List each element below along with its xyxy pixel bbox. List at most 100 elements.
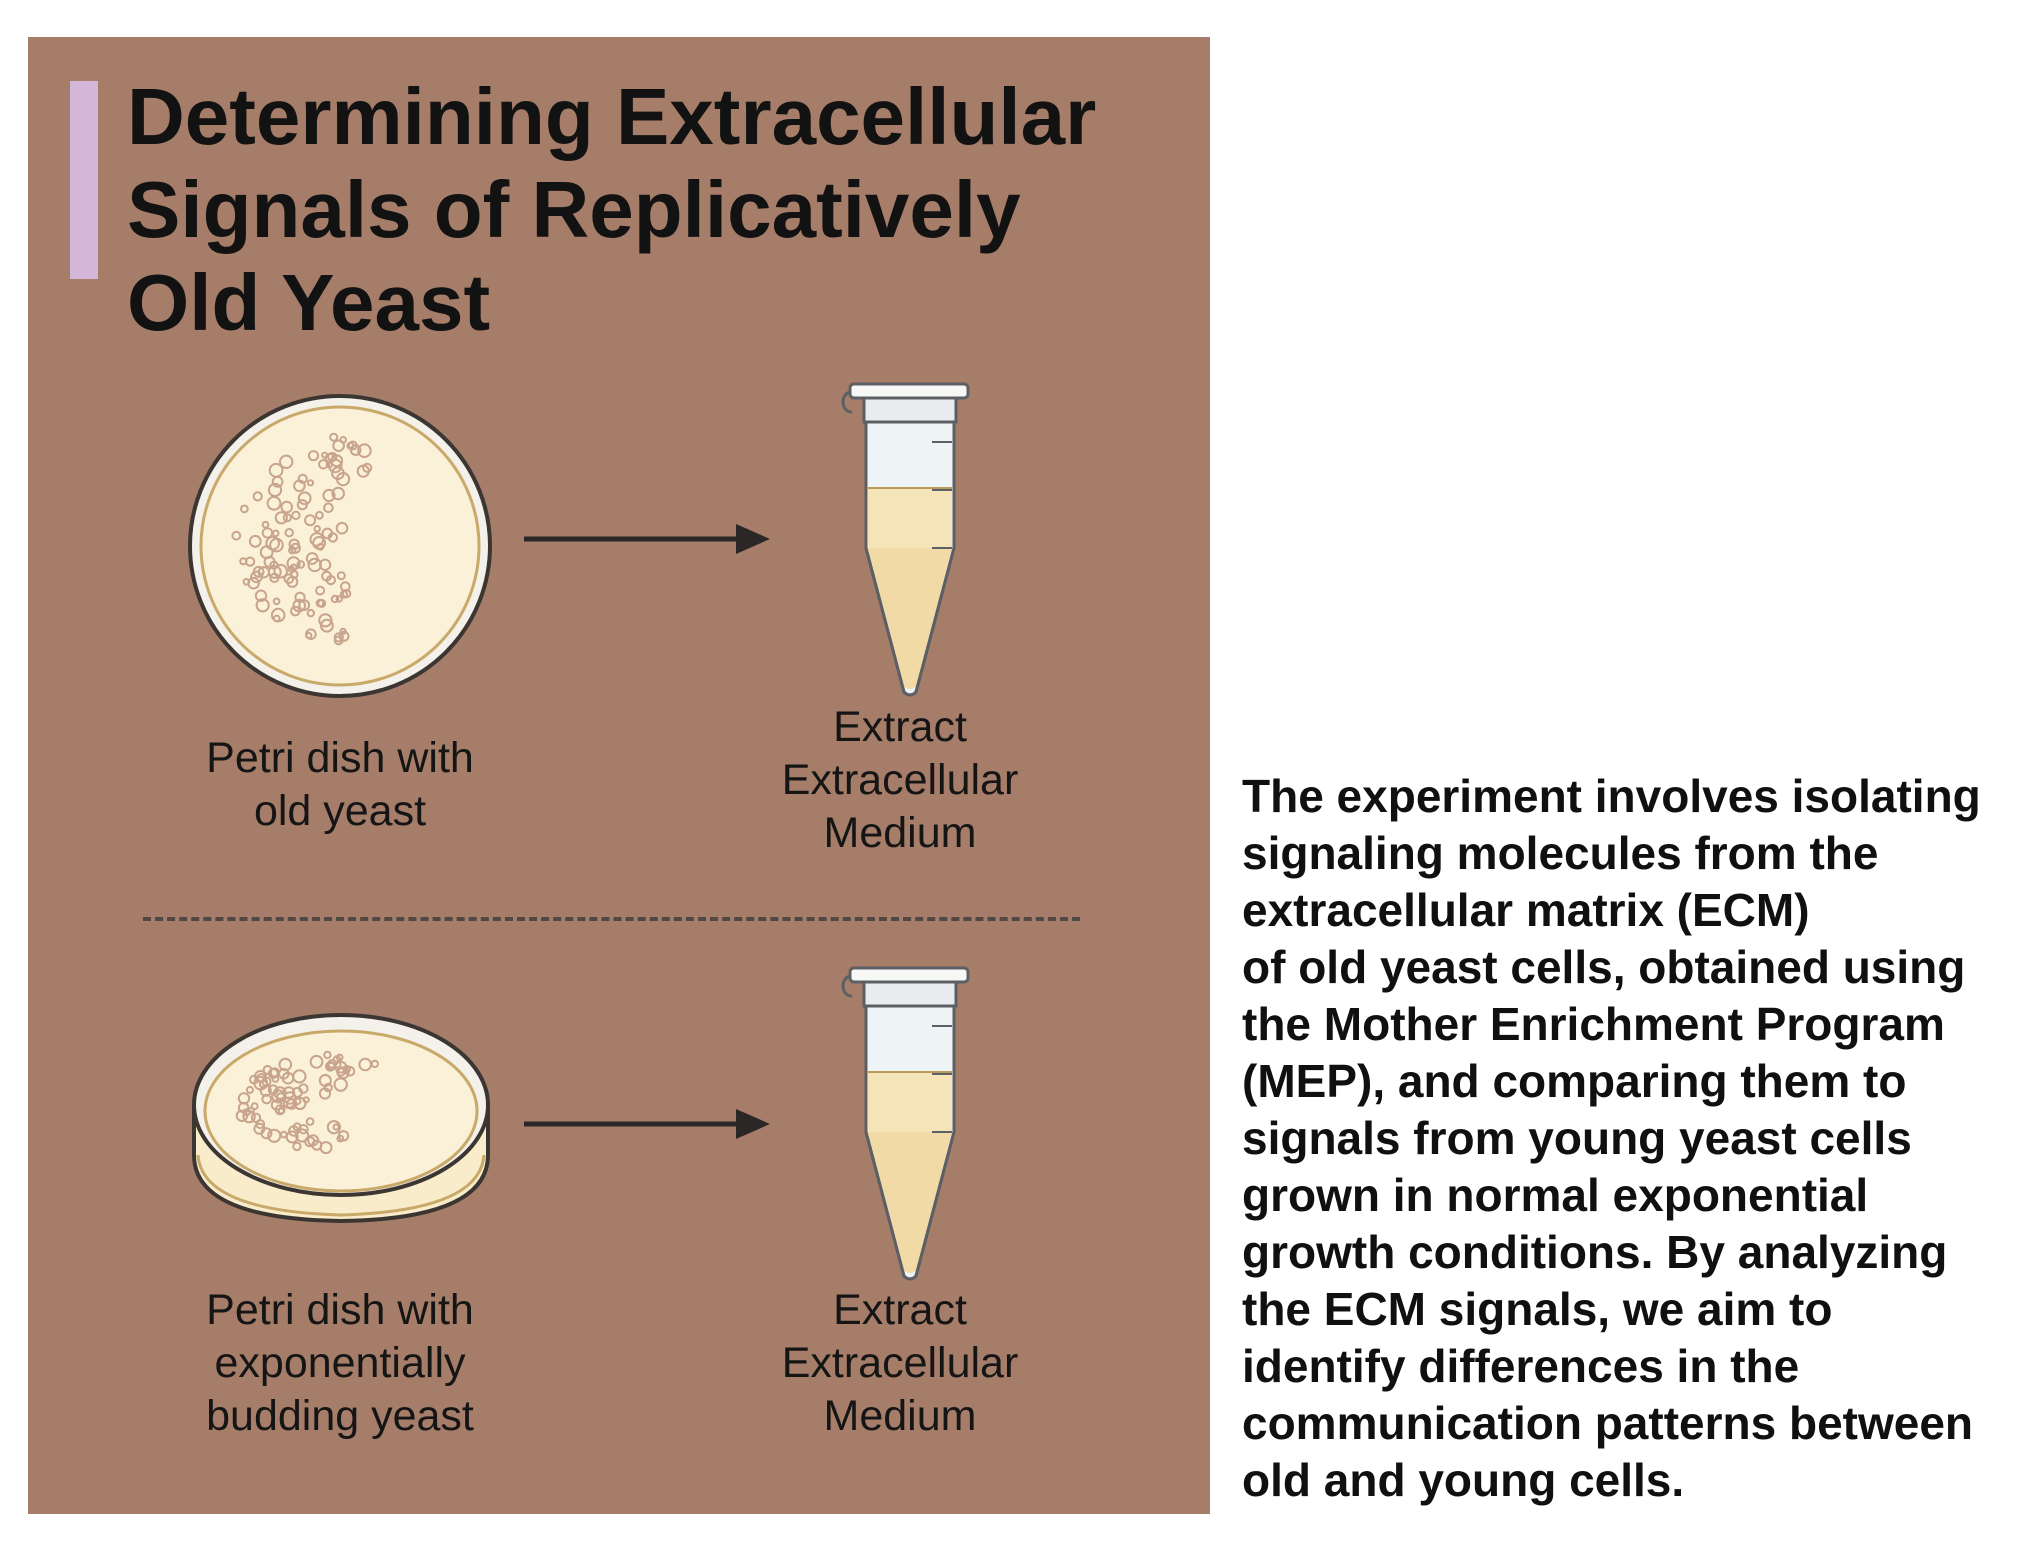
experiment-description: The experiment involves isolating signal… — [1242, 768, 2022, 1509]
yeast-colony — [318, 1074, 332, 1087]
yeast-colony — [245, 556, 256, 567]
yeast-colony — [362, 462, 373, 473]
yeast-colony — [280, 500, 293, 514]
yeast-colony — [317, 598, 327, 608]
yeast-colony — [291, 510, 301, 521]
yeast-colony — [254, 589, 268, 602]
yeast-colony — [261, 527, 274, 539]
title-line: Old Yeast — [127, 258, 491, 347]
caption-line: Medium — [823, 1392, 977, 1440]
yeast-colony — [357, 443, 372, 459]
yeast-colony — [272, 597, 281, 606]
yeast-colony — [318, 1087, 332, 1100]
yeast-colony — [274, 1104, 286, 1116]
yeast-colony — [267, 565, 282, 579]
yeast-colony — [313, 525, 321, 533]
yeast-colony — [273, 563, 288, 579]
yeast-colony — [231, 530, 242, 541]
yeast-colony — [249, 1074, 259, 1085]
yeast-colony — [296, 499, 309, 511]
yeast-colony — [331, 486, 345, 501]
diagram-title: Determining Extracellular Signals of Rep… — [127, 70, 1177, 349]
caption-line: Extracellular — [781, 756, 1019, 804]
yeast-colony — [344, 1066, 356, 1077]
yeast-colony — [329, 432, 339, 442]
description-line: (MEP), and comparing them to — [1242, 1055, 1907, 1107]
yeast-colony — [292, 598, 306, 613]
caption-line: exponentially — [214, 1339, 466, 1387]
yeast-colony — [336, 571, 346, 581]
title-line: Determining Extracellular — [127, 72, 1097, 161]
yeast-colony — [268, 462, 284, 478]
yeast-colony — [297, 473, 308, 484]
description-line: The experiment involves isolating — [1242, 770, 1981, 822]
yeast-colony — [255, 598, 270, 613]
microcentrifuge-tube-icon — [841, 966, 970, 1281]
caption-line: Extract — [833, 703, 967, 751]
section-divider — [143, 917, 1080, 921]
yeast-colony — [326, 1120, 341, 1135]
title-accent-bar — [70, 81, 98, 279]
yeast-colony — [267, 1068, 279, 1079]
description-line: the ECM signals, we aim to — [1242, 1283, 1833, 1335]
yeast-colony — [318, 558, 332, 572]
caption-extract-medium-old: Extract Extracellular Medium — [700, 701, 1100, 860]
yeast-colony — [285, 1130, 299, 1144]
yeast-colony — [250, 570, 263, 584]
description-line: signals from young yeast cells — [1242, 1112, 1912, 1164]
yeast-colony — [321, 570, 333, 582]
yeast-colony — [332, 439, 345, 453]
yeast-colony — [291, 1086, 303, 1098]
yeast-colony — [337, 1130, 350, 1142]
description-line: signaling molecules from the — [1242, 827, 1879, 879]
yeast-colony — [279, 454, 294, 470]
caption-line: old yeast — [253, 787, 427, 835]
yeast-colony — [311, 1139, 323, 1151]
yeast-colony — [305, 1117, 315, 1126]
caption-line: Petri dish with — [206, 1286, 474, 1334]
yeast-colony — [333, 632, 344, 643]
yeast-colony — [288, 546, 297, 555]
yeast-colony — [312, 536, 327, 550]
petri-dish-top-view-icon — [188, 394, 492, 698]
title-line: Signals of Replicatively — [127, 165, 1021, 254]
yeast-colony — [269, 560, 279, 570]
description-line: communication patterns between — [1242, 1397, 1974, 1449]
arrow-right-icon — [524, 1109, 770, 1139]
yeast-colony — [282, 513, 292, 523]
yeast-colony — [336, 1067, 346, 1077]
yeast-colony — [245, 1085, 254, 1094]
yeast-colony — [323, 502, 334, 514]
yeast-colony — [286, 575, 299, 588]
yeast-colonies — [235, 1050, 380, 1155]
yeast-colony — [278, 1057, 293, 1072]
microcentrifuge-tube-icon — [841, 382, 970, 697]
yeast-colony — [274, 511, 288, 525]
yeast-colony — [315, 585, 326, 596]
yeast-colony — [330, 594, 340, 604]
yeast-colony — [333, 1060, 342, 1069]
yeast-colony — [335, 595, 343, 603]
yeast-colony — [297, 491, 312, 506]
yeast-colony — [330, 454, 344, 468]
yeast-colony — [322, 488, 336, 503]
yeast-colony — [248, 534, 262, 548]
diagram-panel — [28, 37, 1210, 1514]
yeast-colony — [298, 1124, 309, 1135]
description-line: growth conditions. By analyzing — [1242, 1226, 1948, 1278]
yeast-colony — [321, 451, 329, 459]
caption-line: budding yeast — [206, 1392, 474, 1440]
description-line: old and young cells. — [1242, 1454, 1685, 1506]
caption-line: Extracellular — [781, 1339, 1019, 1387]
caption-line: Medium — [823, 809, 977, 857]
yeast-colony — [250, 1112, 262, 1124]
yeast-colony — [309, 532, 325, 547]
yeast-colony — [332, 1123, 340, 1131]
petri-dish-side-view-icon — [192, 1013, 490, 1224]
yeast-colony — [293, 1097, 302, 1106]
yeast-colony — [307, 450, 320, 462]
yeast-colony — [331, 466, 345, 480]
yeast-colony — [327, 458, 343, 474]
yeast-colony — [358, 1057, 372, 1072]
yeast-colony — [298, 599, 311, 612]
